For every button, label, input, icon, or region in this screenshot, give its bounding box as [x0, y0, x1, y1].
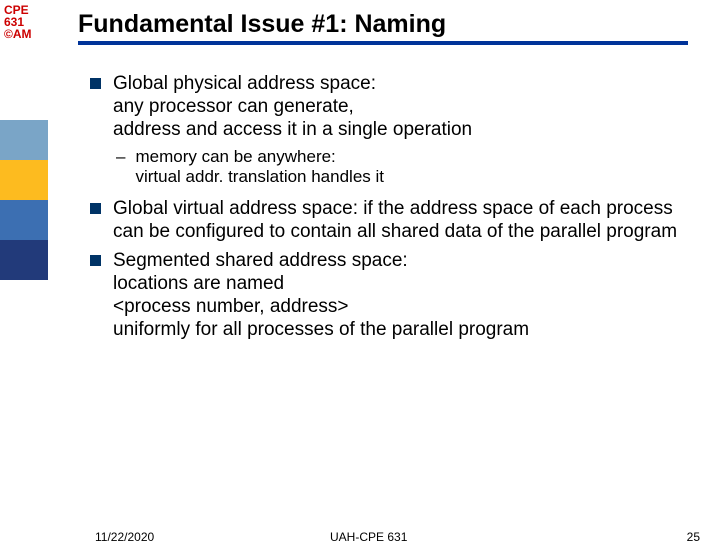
- bullet-level-1: Segmented shared address space: location…: [90, 249, 690, 341]
- bullet-text: Segmented shared address space: location…: [113, 249, 690, 341]
- bullet-level-1: Global virtual address space: if the add…: [90, 197, 690, 243]
- footer-page: 25: [687, 530, 700, 544]
- bullet-square-icon: [90, 78, 101, 89]
- title-underline: [78, 41, 688, 45]
- dash-icon: –: [116, 147, 125, 187]
- color-block: [0, 160, 48, 200]
- course-line3: ©AM: [4, 28, 32, 40]
- footer-date: 11/22/2020: [95, 530, 154, 544]
- slide-title: Fundamental Issue #1: Naming: [78, 10, 688, 39]
- bullet-text: Global physical address space: any proce…: [113, 72, 690, 141]
- slide-content: Global physical address space: any proce…: [90, 72, 690, 347]
- bullet-level-1: Global physical address space: any proce…: [90, 72, 690, 141]
- sidebar: CPE 631 ©AM: [0, 0, 48, 540]
- color-block: [0, 120, 48, 160]
- color-block: [0, 200, 48, 240]
- color-block: [0, 240, 48, 280]
- bullet-text: Global virtual address space: if the add…: [113, 197, 690, 243]
- bullet-text: memory can be anywhere: virtual addr. tr…: [135, 147, 690, 187]
- bullet-level-2: –memory can be anywhere: virtual addr. t…: [116, 147, 690, 187]
- bullet-square-icon: [90, 255, 101, 266]
- title-area: Fundamental Issue #1: Naming: [78, 10, 688, 45]
- footer-center: UAH-CPE 631: [330, 530, 407, 544]
- bullet-square-icon: [90, 203, 101, 214]
- color-blocks: [0, 120, 48, 280]
- course-code: CPE 631 ©AM: [4, 4, 32, 40]
